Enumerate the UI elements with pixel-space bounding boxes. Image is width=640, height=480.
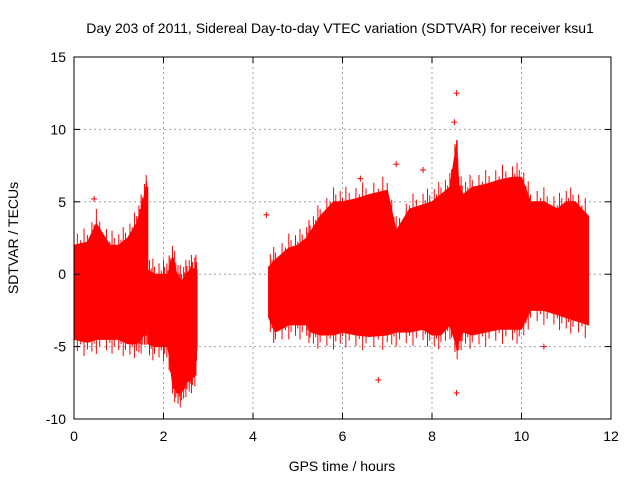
outlier-point bbox=[91, 195, 98, 202]
chart-title: Day 203 of 2011, Sidereal Day-to-day VTE… bbox=[86, 20, 594, 36]
outlier-point bbox=[540, 343, 547, 350]
outlier-point bbox=[375, 376, 382, 383]
outlier-point bbox=[453, 389, 460, 396]
outlier-point bbox=[453, 90, 460, 97]
outlier-point bbox=[357, 175, 364, 182]
y-tick-label: 15 bbox=[50, 49, 66, 65]
x-tick-label: 4 bbox=[249, 428, 257, 444]
x-tick-label: 2 bbox=[160, 428, 168, 444]
outlier-points bbox=[91, 90, 547, 396]
x-axis-label: GPS time / hours bbox=[289, 458, 396, 474]
y-tick-label: -10 bbox=[46, 411, 66, 427]
y-axis-tick-labels: -10 -5 0 5 10 15 bbox=[46, 49, 66, 427]
outlier-point bbox=[451, 119, 458, 126]
data-band-segment-3 bbox=[268, 143, 590, 349]
y-tick-label: 10 bbox=[50, 121, 66, 137]
x-axis-tick-labels: 0 2 4 6 8 10 12 bbox=[70, 428, 619, 444]
outlier-point bbox=[393, 161, 400, 168]
axis-ticks bbox=[73, 56, 612, 420]
x-tick-label: 6 bbox=[339, 428, 347, 444]
outlier-point bbox=[420, 166, 427, 173]
x-tick-label: 12 bbox=[603, 428, 619, 444]
outlier-point bbox=[263, 211, 270, 218]
x-tick-label: 8 bbox=[428, 428, 436, 444]
x-tick-label: 10 bbox=[514, 428, 530, 444]
y-tick-label: 0 bbox=[58, 266, 66, 282]
x-tick-label: 0 bbox=[70, 428, 78, 444]
data-series bbox=[73, 140, 590, 408]
y-tick-label: -5 bbox=[54, 339, 67, 355]
y-axis-label: SDTVAR / TECUs bbox=[5, 182, 21, 294]
y-tick-label: 5 bbox=[58, 194, 66, 210]
